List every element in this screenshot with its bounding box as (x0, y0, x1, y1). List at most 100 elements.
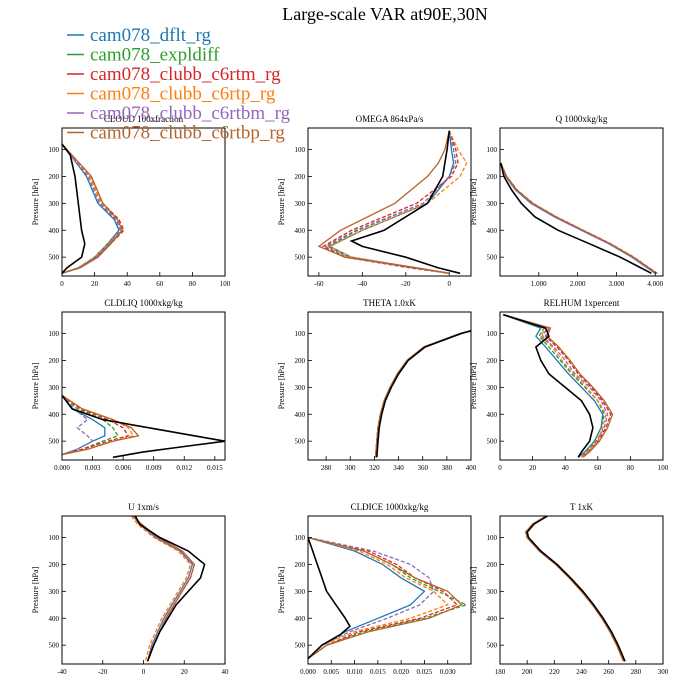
panel-7-xtick-label: 20 (181, 668, 189, 676)
figure-title: Large-scale VAR at90E,30N (282, 4, 487, 24)
panel-1-ytick-label: 100 (49, 146, 60, 154)
panel-5-series-cam078_clubb_c6rtbp_rg (374, 330, 472, 458)
panel-3: Q 1000xkg/kg 100 200 300 400 500 Pressure [hPa… (469, 114, 664, 288)
panel-9-xtick-label: 260 (603, 668, 614, 676)
panel-3-title: Q 1000xkg/kg (556, 114, 608, 124)
panel-6-xtick-label: 80 (627, 464, 635, 472)
panel-2-ytick-label: 200 (295, 173, 306, 181)
panel-3-ytick-label: 200 (487, 173, 498, 181)
panel-9-xtick-label: 280 (631, 668, 642, 676)
panel-4-xtick-label: 0.003 (85, 464, 101, 472)
panel-3-xtick-label: 1.000 (531, 280, 547, 288)
panel-2-ylabel: Pressure [hPa] (277, 178, 286, 225)
panel-2-ytick-label: 100 (295, 146, 306, 154)
panel-1-title: CLOUD 100xfraction (104, 114, 184, 124)
panel-6-series-cam078_clubb_c6rtbm_rg (503, 314, 609, 458)
panel-1-xtick-label: 80 (189, 280, 197, 288)
legend-label-4: cam078_clubb_c6rtp_rg (90, 84, 276, 105)
panel-8-ytick-label: 500 (295, 642, 306, 650)
panel-3-xtick-label: 4.000 (647, 280, 663, 288)
panel-1-reference-line (61, 143, 86, 274)
panel-4-xtick-label: 0.000 (54, 464, 70, 472)
panel-9-xtick-label: 240 (576, 668, 587, 676)
panel-5-xtick-label: 360 (417, 464, 428, 472)
legend-label-5: cam078_clubb_c6rtbm_rg (90, 103, 291, 124)
panel-5-series-cam078_expldiff (374, 330, 472, 458)
panel-2-ytick-label: 400 (295, 227, 306, 235)
panel-9-xtick-label: 200 (522, 668, 533, 676)
panel-3-series-cam078_clubb_c6rtbp_rg (500, 162, 658, 274)
panel-8-xtick-label: 0.020 (393, 668, 409, 676)
panel-8-series-cam078_clubb_c6rtm_rg (307, 536, 459, 660)
panel-7-reference-line (134, 515, 206, 662)
panel-6-xtick-label: 40 (562, 464, 570, 472)
panel-2-series-cam078_clubb_c6rtbp_rg (317, 130, 450, 274)
panel-8-title: CLDICE 1000xkg/kg (351, 502, 429, 512)
panel-2-frame (307, 127, 472, 277)
panel-8-ytick-label: 300 (295, 588, 306, 596)
panel-1-series-cam078_clubb_c6rtm_rg (61, 143, 125, 274)
panel-9-title: T 1xK (570, 502, 594, 512)
panel-6-series-cam078_clubb_c6rtp_rg (503, 314, 607, 458)
panel-1-series-cam078_expldiff (61, 143, 124, 274)
panel-5-frame (307, 311, 472, 461)
panel-9-ytick-label: 200 (487, 561, 498, 569)
panel-3-reference-line (500, 162, 652, 275)
panel-7-frame (61, 515, 226, 665)
panel-1-ytick-label: 500 (49, 254, 60, 262)
panel-8-series-cam078_clubb_c6rtbp_rg (307, 536, 463, 660)
panel-4-xtick-label: 0.015 (207, 464, 223, 472)
panel-6-title: RELHUM 1xpercent (544, 298, 620, 308)
panel-6-ytick-label: 400 (487, 411, 498, 419)
panel-7-ytick-label: 100 (49, 534, 60, 542)
panel-4-xtick-label: 0.012 (176, 464, 192, 472)
panel-7-ytick-label: 500 (49, 642, 60, 650)
panel-5-series-cam078_dflt_rg (374, 330, 472, 458)
panel-1-xtick-label: 0 (60, 280, 64, 288)
panel-7-series-cam078_clubb_c6rtp_rg (130, 515, 192, 662)
panel-6-ytick-label: 500 (487, 438, 498, 446)
panel-4-ylabel: Pressure [hPa] (31, 362, 40, 409)
panel-8-ytick-label: 400 (295, 615, 306, 623)
panel-6-ytick-label: 300 (487, 384, 498, 392)
panel-1-series-cam078_clubb_c6rtbp_rg (61, 143, 124, 274)
panel-6-series-cam078_clubb_c6rtbp_rg (503, 314, 614, 458)
panel-8-reference-line (307, 537, 351, 660)
panel-4-xtick-label: 0.006 (115, 464, 131, 472)
panel-8-xtick-label: 0.010 (347, 668, 363, 676)
panel-4-ytick-label: 400 (49, 411, 60, 419)
panel-5-ytick-label: 100 (295, 330, 306, 338)
panel-4-ytick-label: 500 (49, 438, 60, 446)
panel-9-reference-line (526, 515, 626, 662)
panel-7-series-cam078_clubb_c6rtm_rg (132, 515, 196, 662)
panel-6-reference-line (503, 313, 594, 458)
panel-2-series-cam078_clubb_c6rtm_rg (321, 130, 459, 274)
panel-9-series-cam078_clubb_c6rtbm_rg (525, 515, 625, 662)
panel-5-title: THETA 1.0xK (363, 298, 416, 308)
panel-2-xtick-label: -20 (401, 280, 411, 288)
panel-5-series-cam078_clubb_c6rtbm_rg (374, 330, 472, 458)
panel-2-ytick-label: 300 (295, 200, 306, 208)
panel-9-ytick-label: 100 (487, 534, 498, 542)
panel-1-frame (61, 127, 226, 277)
panel-7-ylabel: Pressure [hPa] (31, 566, 40, 613)
panel-5-ytick-label: 200 (295, 357, 306, 365)
panel-4-xtick-label: 0.009 (146, 464, 162, 472)
panel-8-series-cam078_dflt_rg (307, 536, 426, 660)
panel-9-ytick-label: 300 (487, 588, 498, 596)
panel-1-ytick-label: 400 (49, 227, 60, 235)
legend-label-2: cam078_expldiff (90, 45, 220, 66)
panel-5-xtick-label: 380 (442, 464, 453, 472)
panel-4: CLDLIQ 1000xkg/kg 100 200 300 400 500 Pressure… (31, 298, 226, 472)
panel-2-series-cam078_clubb_c6rtbm_rg (323, 130, 457, 274)
panel-3-ytick-label: 500 (487, 254, 498, 262)
panel-7-ytick-label: 200 (49, 561, 60, 569)
panel-6-ylabel: Pressure [hPa] (469, 362, 478, 409)
panel-2: OMEGA 864xPa/s 100 200 300 400 500 Pressure [h… (277, 114, 472, 288)
panel-8-frame (307, 515, 472, 665)
panel-4-series-cam078_clubb_c6rtm_rg (61, 394, 130, 456)
panel-5-series-cam078_clubb_c6rtm_rg (374, 330, 472, 458)
panel-6-frame (499, 311, 664, 461)
panel-1-series-cam078_clubb_c6rtp_rg (61, 143, 122, 274)
